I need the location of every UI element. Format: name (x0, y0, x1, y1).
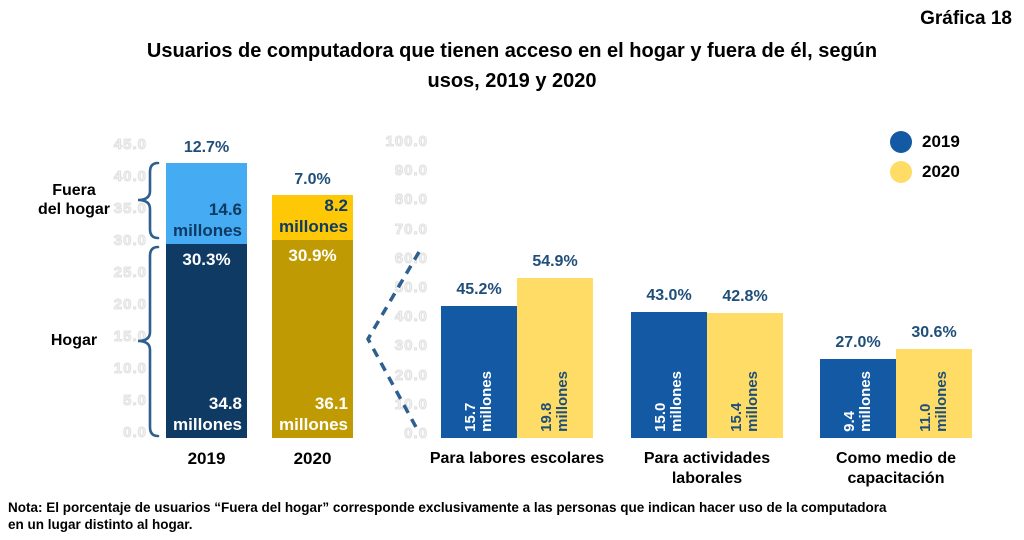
stacked-segment-fuera: 8.2 millones (272, 195, 353, 241)
value-word: millones (744, 371, 761, 432)
axis-break-zigzag (365, 251, 421, 430)
bar-pct-label: 42.8% (722, 288, 768, 306)
value-number: 15.7 (462, 402, 479, 432)
grouped-bar-2019: 9.4 millones (820, 359, 896, 438)
left-axis-tick: 35.0 (113, 200, 147, 218)
stacked-segment-hogar: 30.9% 36.1 millones (272, 240, 353, 438)
segment-value-label: 14.6 millones (173, 200, 242, 241)
category-label: Para labores escolares (429, 450, 605, 467)
graph-number: Gráfica 18 (920, 8, 1012, 29)
right-axis-tick: 20.0 (394, 366, 428, 384)
category-label: Como medio de capacitación (835, 450, 956, 487)
grouped-bar-2019: 15.0 millones (631, 312, 707, 438)
category-label: Para actividades laborales (643, 450, 771, 487)
grouped-bar-2020: 11.0 millones (896, 348, 972, 438)
left-axis-tick: 10.0 (113, 360, 147, 378)
bar-value-label: 15.7 millones (462, 371, 495, 432)
right-axis-tick: 10.0 (394, 395, 428, 413)
right-axis-tick: 90.0 (394, 162, 428, 180)
segment-value-label: 34.8 millones (173, 393, 242, 434)
value-word: millones (554, 371, 571, 432)
bar-value-label: 15.4 millones (728, 371, 761, 432)
right-axis-tick: 40.0 (394, 308, 428, 326)
right-axis-tick: 30.0 (394, 337, 428, 355)
bar-pct-label: 7.0% (294, 171, 331, 189)
bar-pct-label: 45.2% (456, 281, 502, 299)
legend-swatch-2019 (890, 131, 912, 153)
bar-value-label: 15.0 millones (652, 371, 685, 432)
segment-value-label: 8.2 millones (279, 196, 348, 237)
left-axis-tick: 20.0 (113, 296, 147, 314)
bar-value-label: 19.8 millones (538, 371, 571, 432)
legend-label: 2020 (922, 162, 960, 181)
row-label-fuera-del-hogar: Fuera del hogar (37, 182, 110, 218)
left-axis-tick: 40.0 (113, 168, 147, 186)
bar-value-label: 11.0 millones (917, 371, 950, 432)
stacked-segment-fuera: 14.6 millones (166, 162, 247, 245)
legend-label: 2019 (922, 132, 960, 151)
segment-pct-label: 30.9% (288, 246, 337, 266)
page-title: Usuarios de computadora que tienen acces… (146, 40, 878, 92)
grouped-bar-2020: 19.8 millones (517, 277, 593, 438)
value-number: 19.8 (538, 402, 555, 432)
left-axis-tick: 45.0 (113, 136, 147, 154)
legend-item: 2019 (890, 131, 960, 153)
left-axis-tick: 30.0 (113, 232, 147, 250)
stacked-segment-hogar: 30.3% 34.8 millones (166, 244, 247, 438)
grouped-bar-2019: 15.7 millones (441, 306, 517, 438)
left-axis-tick: 0.0 (123, 424, 147, 442)
value-word: millones (668, 371, 685, 432)
value-word: millones (478, 371, 495, 432)
value-number: 15.4 (728, 402, 745, 432)
value-number: 15.0 (652, 402, 669, 432)
brace-fuera-del-hogar (137, 161, 160, 240)
brace-hogar (137, 245, 160, 438)
left-axis-tick: 5.0 (123, 392, 147, 410)
legend-item: 2020 (890, 161, 960, 183)
segment-pct-label: 30.3% (182, 250, 231, 270)
value-word: millones (857, 371, 874, 432)
value-number: 11.0 (917, 403, 934, 432)
category-label: 2020 (293, 449, 332, 468)
right-axis-tick: 70.0 (394, 220, 428, 238)
bar-value-label: 9.4 millones (841, 371, 874, 432)
left-axis-tick: 25.0 (113, 264, 147, 282)
segment-value-label: 36.1 millones (279, 393, 348, 434)
right-axis-tick: 100.0 (385, 133, 428, 151)
value-word: millones (933, 371, 950, 432)
bar-pct-label: 54.9% (532, 252, 578, 270)
bar-pct-label: 43.0% (646, 287, 692, 305)
right-axis-tick: 80.0 (394, 191, 428, 209)
note: Nota: El porcentaje de usuarios “Fuera d… (8, 500, 887, 532)
category-label: 2019 (187, 449, 226, 468)
value-number: 9.4 (841, 411, 858, 432)
bar-pct-label: 12.7% (183, 138, 230, 156)
bar-pct-label: 30.6% (911, 323, 957, 341)
right-axis-tick: 0.0 (404, 425, 428, 443)
row-label-hogar: Hogar (50, 332, 98, 349)
bar-pct-label: 27.0% (835, 334, 881, 352)
legend-swatch-2020 (890, 161, 912, 183)
grouped-bar-2020: 15.4 millones (707, 313, 783, 438)
